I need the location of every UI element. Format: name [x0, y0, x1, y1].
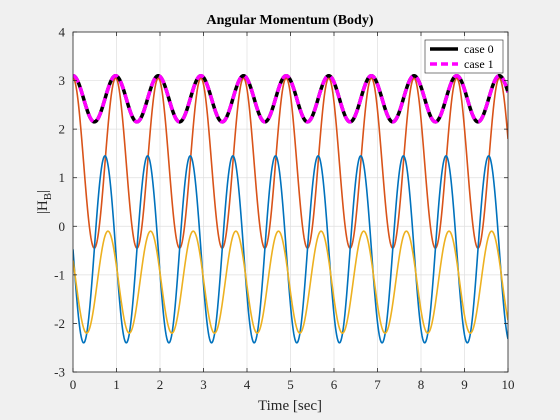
svg-text:|HB|: |HB| [35, 190, 54, 214]
x-tick-label: 5 [287, 377, 294, 392]
chart-title: Angular Momentum (Body) [207, 13, 374, 28]
y-axis-label: |HB| [35, 190, 54, 214]
legend-label-case-0: case 0 [464, 42, 494, 56]
x-tick-label: 6 [331, 377, 338, 392]
x-tick-label: 10 [502, 377, 515, 392]
y-tick-label: 2 [59, 122, 66, 137]
x-tick-label: 1 [113, 377, 120, 392]
x-tick-label: 0 [70, 377, 77, 392]
y-tick-label: 0 [59, 219, 66, 234]
x-tick-label: 8 [418, 377, 425, 392]
y-axis-label-subscript: B [42, 193, 54, 200]
legend-label-case-1: case 1 [464, 57, 494, 71]
series-line-unlabeled-3 [73, 155, 508, 344]
y-axis-label-main: |H [35, 200, 51, 214]
x-tick-label: 9 [461, 377, 468, 392]
x-tick-label: 7 [374, 377, 381, 392]
legend-box [424, 39, 504, 74]
x-axis-label: Time [sec] [258, 398, 322, 414]
series-lines [73, 73, 508, 344]
x-tick-label: 2 [157, 377, 164, 392]
legend: case 0 case 1 [424, 39, 504, 74]
x-tick-label: 3 [200, 377, 207, 392]
series-line-case-1 [73, 73, 508, 124]
y-tick-label: 1 [59, 170, 66, 185]
series-line-unlabeled-4 [73, 230, 508, 334]
axis-ticks: 0 1 2 3 4 5 6 7 8 9 10 -3 -2 -1 0 1 2 3 4 [54, 25, 514, 393]
y-tick-label: 4 [59, 25, 66, 40]
y-tick-label: -1 [54, 267, 65, 282]
y-tick-label: -2 [54, 316, 65, 331]
y-axis-label-close: | [35, 190, 51, 193]
x-tick-label: 4 [244, 377, 251, 392]
y-tick-label: 3 [59, 73, 66, 88]
y-tick-label: -3 [54, 365, 65, 380]
